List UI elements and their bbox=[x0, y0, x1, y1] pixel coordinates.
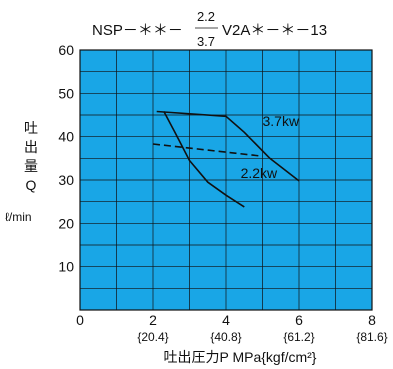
series-layer bbox=[152, 110, 300, 208]
plot-frame bbox=[79, 49, 373, 311]
x-tick-label: 0 bbox=[76, 312, 84, 328]
y-tick-label: 60 bbox=[58, 42, 74, 58]
annotation-layer: 3.7kw 2.2kw bbox=[241, 113, 300, 181]
y-tick-label: 30 bbox=[58, 172, 74, 188]
y-tick-label: 40 bbox=[58, 129, 74, 145]
y-axis-label-char: 吐 bbox=[24, 120, 38, 136]
x-tick-kgf-label: {81.6} bbox=[356, 330, 387, 344]
y-tick-label: 20 bbox=[58, 215, 74, 231]
x-axis-ticks: 0 2 4 6 8 bbox=[76, 312, 376, 328]
series-line-3-7kw bbox=[156, 110, 300, 182]
chart-title-frac-top: 2.2 bbox=[197, 9, 215, 24]
y-axis-label-char: 量 bbox=[24, 158, 38, 174]
series-annotation-3-7kw: 3.7kw bbox=[263, 113, 300, 129]
y-axis-label-char: 出 bbox=[24, 139, 38, 155]
y-tick-label: 50 bbox=[58, 85, 74, 101]
grid bbox=[80, 50, 372, 310]
chart-title-frac-bottom: 3.7 bbox=[197, 34, 215, 49]
series-annotation-2-2kw: 2.2kw bbox=[241, 165, 278, 181]
x-tick-label: 6 bbox=[295, 312, 303, 328]
x-tick-label: 2 bbox=[149, 312, 157, 328]
chart-title: NSP－＊＊－ 2.2 3.7 V2A＊－＊－13 bbox=[92, 9, 327, 49]
x-tick-label: 8 bbox=[368, 312, 376, 328]
chart-title-prefix: NSP－＊＊－ bbox=[92, 22, 183, 39]
x-tick-kgf-label: {40.8} bbox=[210, 330, 241, 344]
y-tick-label: 10 bbox=[58, 259, 74, 275]
y-axis-label-char: Q bbox=[26, 177, 37, 193]
series-line-dashed-2 bbox=[152, 143, 263, 157]
x-tick-kgf-label: {61.2} bbox=[283, 330, 314, 344]
x-axis-kgf-ticks: {20.4} {40.8} {61.2} {81.6} bbox=[137, 330, 387, 344]
x-tick-label: 4 bbox=[222, 312, 230, 328]
y-axis-ticks: 10 20 30 40 50 60 bbox=[58, 42, 74, 275]
x-axis-label: 吐出圧力P MPa{kgf/cm²} bbox=[163, 349, 316, 365]
series-line-2-2kw bbox=[163, 111, 245, 208]
y-axis-unit: ℓ/min bbox=[5, 210, 32, 224]
x-tick-kgf-label: {20.4} bbox=[137, 330, 168, 344]
chart-title-suffix: V2A＊－＊－13 bbox=[222, 22, 327, 39]
